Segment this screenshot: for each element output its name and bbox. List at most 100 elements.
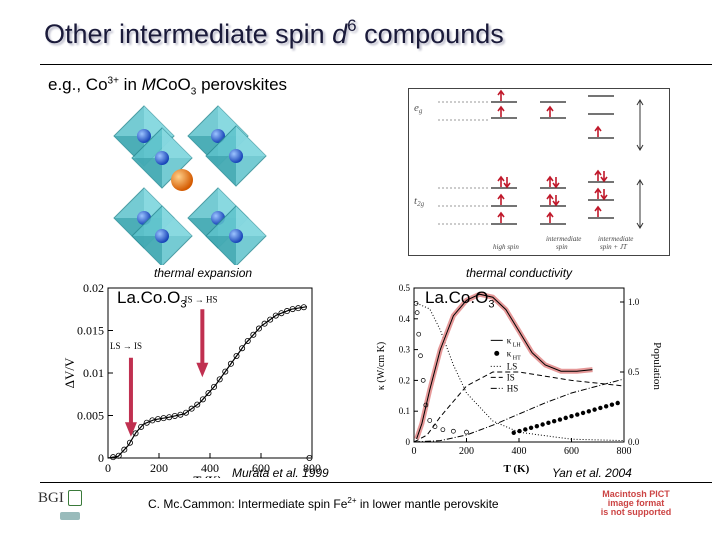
octahedron-face [236,206,266,236]
col-intermediate-spin-label: spin [556,243,568,251]
y-tick-label: 0.5 [399,283,411,293]
spin-down-arrow [552,177,560,189]
y-tick-label: 0.005 [77,409,104,423]
y-tick-label: 0.4 [399,314,411,324]
kappa-lt-point [416,331,422,337]
right-chart-caption: thermal conductivity [466,266,573,280]
ls-is-arrowhead [124,422,137,437]
kappa-lt-point [420,378,426,383]
data-point [149,417,156,424]
kappa-ht-point [528,425,534,431]
right-chart-credit: Yan et al. 2004 [552,466,632,480]
kappa-lt-point [414,310,420,315]
left-chart-credit: Murata et al. 1999 [232,466,329,480]
kappa-lt-point [423,402,429,408]
footer-text: C. Mc.Cammon: Intermediate spin Fe2+ in … [148,496,499,511]
col-intermediate-jt-label: intermediate [598,235,633,243]
kappa-ht-point [540,422,545,427]
x-tick-label: 400 [201,461,219,475]
perovskite-structure-image [113,105,267,265]
y2-tick-label: 0.0 [628,437,640,447]
data-point [166,414,173,421]
x-tick-label: 600 [252,461,270,475]
data-point [278,310,285,317]
data-point [177,411,184,418]
x-tick-label: 0 [412,446,417,457]
octahedron-face [236,126,266,156]
data-point [138,423,145,430]
kappa-lt-point [432,424,438,429]
legend-ls: LS [507,361,518,371]
kappa-ht-point [523,427,528,432]
data-point [171,412,178,419]
kappa-lt-point [413,301,419,306]
legend-kappa-ht: κ [507,348,512,358]
eg-label: eg [414,102,423,115]
kappa-ht-point [580,410,586,416]
co-atom [229,149,243,163]
octahedron-face [206,156,236,186]
spin-up-arrow [497,211,505,223]
data-point [205,390,212,397]
data-point [160,415,167,422]
y2-axis-label: Population [651,342,663,390]
spin-down-arrow [552,195,560,207]
kappa-ht-point [511,430,516,435]
x-tick-label: 200 [150,461,168,475]
octahedron-face [132,236,162,265]
col-high-spin-label: high spin [493,243,519,251]
data-point [110,454,117,461]
spin-up-arrow [546,105,554,117]
x-tick-label: 200 [459,446,474,457]
thermal-conductivity-chart: 0.5 0.4 0.3 0.2 0.1 0 1.0 0.5 0.0 0 200 400 600 800 κ … [376,283,663,475]
data-point [255,325,262,332]
y-tick-label: 0.2 [399,375,410,385]
kappa-ht-point [603,404,609,409]
legend-kappa-ht-sub: HT [513,355,521,361]
kappa-ht-point [569,414,574,419]
x-tick-label: 400 [512,446,527,457]
subtitle: e.g., Co3+ in MCoO3 perovskites [48,75,288,98]
plot-frame [413,287,625,443]
energy-level-diagram: eg t2g high spin intermediate spin inter… [408,88,670,256]
y-axis-label: κ (W/cm K) [376,342,387,390]
x-tick-label: 0 [105,461,111,475]
octahedron-face [162,128,192,158]
data-point [300,304,307,311]
x-axis-label: T (K) [503,463,529,475]
co-atom [155,229,169,243]
unsupported-image-stamp: Macintosh PICT image format is not support… [600,489,672,517]
co-atom [137,129,151,143]
kappa-ht-point [615,400,620,406]
data-point [154,416,161,423]
y-tick-label: 0 [98,451,104,465]
spin-up-arrow [497,175,505,187]
col-intermediate-label: intermediate [546,235,581,243]
octahedron-face [162,206,192,236]
y-tick-label: 0.3 [399,345,411,355]
data-point [115,452,122,459]
kappa-ht-point [563,415,568,421]
octahedron-face [132,158,162,188]
spin-up-arrow [497,89,505,101]
data-point [194,401,201,408]
bgi-logo: BGI [38,490,84,528]
data-point [188,405,195,412]
data-point [261,320,268,327]
x-axis-label: T (K) [193,473,221,478]
kappa-ht-point [609,402,615,407]
octahedron-face [218,106,248,136]
legend-kappa-lh-sub: LH [513,342,522,348]
spin-up-arrow [546,175,554,187]
title-divider [40,64,712,65]
kappa-ht-point [557,417,563,422]
data-point [233,353,240,360]
kappa-ht-point [551,418,557,424]
co-atom [229,229,243,243]
data-point [239,345,246,352]
octahedron-face [144,106,174,136]
data-point [227,360,234,367]
data-point [267,316,274,323]
spin-up-arrow [546,193,554,205]
kappa-ht-point [546,420,551,426]
